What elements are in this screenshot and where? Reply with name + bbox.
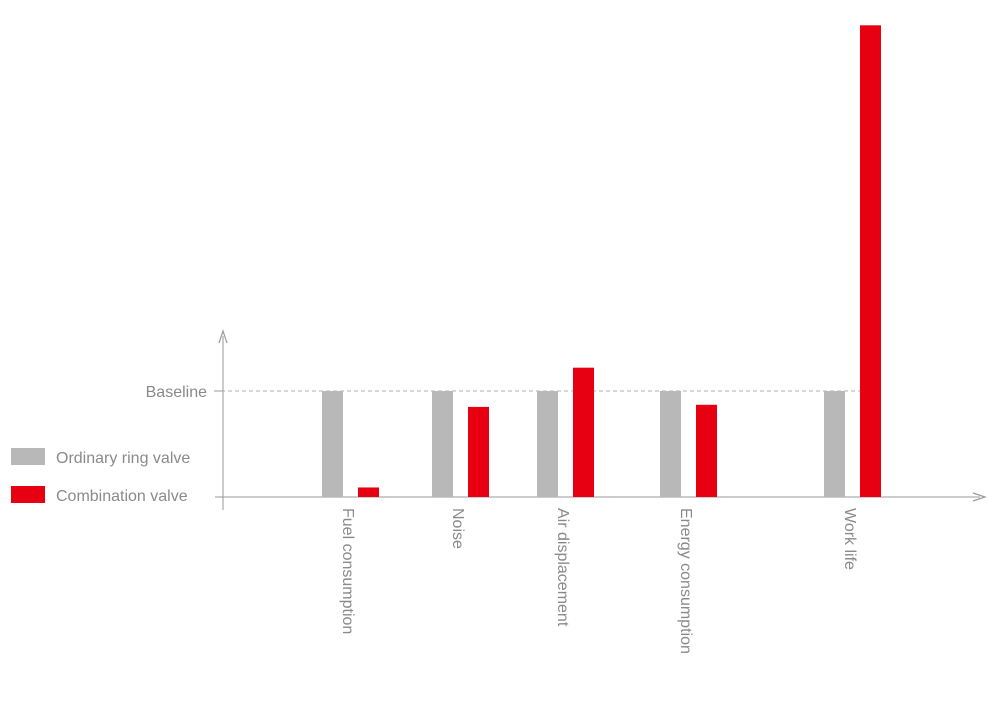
x-tick-label-fuel-consumption: Fuel consumption [339,508,356,634]
y-axis-arrow-icon [218,329,228,344]
x-tick-labels: Fuel consumption Noise Air displacement Ene… [339,508,858,654]
bar-noise-ordinary-ring-valve [432,391,453,497]
legend-label-combination-valve: Combination valve [56,488,188,505]
baseline-group: Baseline [146,384,880,401]
chart-legend: Ordinary ring valve Combination valve [11,448,190,505]
x-tick-label-air-displacement: Air displacement [554,508,571,627]
legend-label-ordinary-ring-valve: Ordinary ring valve [56,450,190,467]
bar-energy-consumption-combination-valve [696,404,717,497]
legend-swatch-ordinary-ring-valve [11,448,45,465]
bar-work-life-combination-valve [860,25,881,498]
bar-fuel-consumption-ordinary-ring-valve [322,391,343,497]
bar-work-life-ordinary-ring-valve [824,391,845,497]
baseline-label: Baseline [146,384,207,401]
x-tick-label-energy-consumption: Energy consumption [677,508,694,654]
bars-group [322,25,881,498]
bar-air-displacement-combination-valve [573,367,594,497]
bar-fuel-consumption-combination-valve [358,487,379,497]
x-tick-label-work-life: Work life [841,508,858,570]
bar-air-displacement-ordinary-ring-valve [537,391,558,497]
legend-swatch-combination-valve [11,486,45,503]
x-axis-arrow-icon [972,492,987,502]
x-tick-label-noise: Noise [449,508,466,549]
bar-energy-consumption-ordinary-ring-valve [660,391,681,497]
bar-noise-combination-valve [468,406,489,497]
